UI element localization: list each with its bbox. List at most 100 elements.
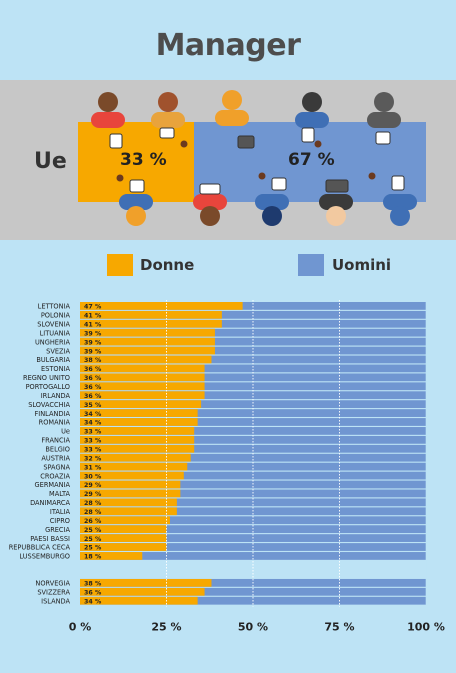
data-label: 41 %	[84, 313, 102, 320]
bar-row: ROMANIA 34 %	[39, 418, 426, 427]
data-label: 36 %	[84, 393, 102, 400]
legend-label-uomini: Uomini	[332, 256, 392, 274]
bar-segment-uomini	[80, 382, 426, 391]
person-shoulders-icon	[215, 110, 249, 126]
coffee-cup-icon	[180, 140, 188, 148]
data-label: 39 %	[84, 348, 102, 355]
person-icon	[367, 92, 401, 128]
document-icon	[199, 183, 221, 195]
person-icon	[91, 92, 125, 128]
category-label: SLOVACCHIA	[28, 401, 70, 409]
person-shoulders-icon	[367, 112, 401, 128]
data-label: 32 %	[84, 455, 102, 462]
data-label: 47 %	[84, 304, 102, 311]
document-icon	[271, 177, 287, 191]
bar-row: GERMANIA 29 %	[35, 480, 426, 489]
managers-illustration	[91, 90, 417, 226]
data-label: 29 %	[84, 482, 102, 489]
person-icon	[119, 194, 153, 226]
category-label: FINLANDIA	[35, 410, 71, 418]
category-label: AUSTRIA	[41, 454, 70, 462]
category-label: ITALIA	[50, 508, 71, 516]
category-label: LITUANIA	[40, 329, 71, 337]
bar-segment-uomini	[80, 373, 426, 382]
bar-row: CIPRO 26 %	[50, 516, 426, 525]
bar-segment-donne	[80, 435, 195, 444]
data-label: 18 %	[84, 554, 102, 561]
bar-segment-donne	[80, 498, 177, 507]
women-share-label: 33 %	[120, 150, 167, 170]
bar-segment-donne	[80, 355, 212, 364]
person-shoulders-icon	[319, 194, 353, 210]
category-label: FRANCIA	[41, 437, 70, 445]
data-label: 31 %	[84, 464, 102, 471]
data-label: 39 %	[84, 339, 102, 346]
bar-row: MALTA 29 %	[49, 489, 426, 498]
category-label: ROMANIA	[39, 419, 71, 427]
bar-segment-donne	[80, 534, 167, 542]
data-label: 25 %	[84, 536, 102, 543]
bar-segment-donne	[80, 382, 205, 391]
category-label: POLONIA	[41, 312, 71, 320]
bar-row: ESTONIA 36 %	[41, 364, 426, 373]
bar-segment-donne	[80, 364, 205, 373]
data-label: 34 %	[84, 420, 102, 427]
document-icon	[109, 133, 123, 149]
data-label: 33 %	[84, 446, 102, 453]
bar-row: SVIZZERA 36 %	[37, 587, 426, 597]
bar-segment-uomini	[80, 346, 426, 355]
category-label: LETTONIA	[38, 303, 71, 311]
bar-row: FINLANDIA 34 %	[35, 409, 426, 418]
region-label: Ue	[34, 149, 67, 174]
bar-row: ITALIA 28 %	[50, 507, 426, 516]
bar-row: LETTONIA 47 %	[38, 302, 426, 311]
bar-row: SVEZIA 39 %	[46, 346, 426, 355]
data-label: 25 %	[84, 545, 102, 552]
bar-segment-donne	[80, 302, 243, 310]
bar-row: BELGIO 33 %	[45, 444, 426, 453]
bar-segment-uomini	[80, 391, 426, 400]
person-head-icon	[374, 92, 394, 112]
person-shoulders-icon	[193, 194, 227, 210]
bar-segment-donne	[80, 444, 195, 453]
bar-segment-uomini	[80, 435, 426, 444]
category-label: MALTA	[49, 490, 70, 498]
document-icon	[391, 175, 405, 191]
data-label: 33 %	[84, 429, 102, 436]
bar-row: IRLANDA 36 %	[41, 391, 426, 400]
category-label: NORVEGIA	[35, 580, 70, 588]
legend-swatch-donne	[107, 254, 133, 276]
document-icon	[375, 131, 391, 145]
category-label: PAESI BASSI	[30, 535, 70, 543]
bar-row: REPUBBLICA CECA 25 %	[9, 543, 426, 552]
data-label: 28 %	[84, 509, 102, 516]
category-label: CROAZIA	[40, 472, 70, 480]
person-head-icon	[200, 206, 220, 226]
page-title: Manager	[155, 28, 301, 63]
bar-segment-donne	[80, 319, 222, 328]
x-tick-label: 75 %	[324, 621, 354, 634]
data-label: 30 %	[84, 473, 102, 480]
bar-segment-donne	[80, 596, 198, 605]
bar-row: BULGARIA 38 %	[36, 355, 426, 364]
legend-swatch-uomini	[298, 254, 324, 276]
bar-segment-donne	[80, 552, 143, 560]
category-label: GERMANIA	[35, 481, 71, 489]
person-icon	[319, 194, 353, 226]
person-icon	[215, 90, 249, 126]
bar-row: PAESI BASSI 25 %	[30, 534, 426, 543]
bar-segment-donne	[80, 489, 181, 498]
person-head-icon	[262, 206, 282, 226]
document-icon	[159, 127, 175, 139]
data-label: 25 %	[84, 527, 102, 534]
category-label: REGNO UNITO	[23, 374, 70, 382]
category-label: DANIMARCA	[30, 499, 70, 507]
data-label: 26 %	[84, 518, 102, 525]
person-shoulders-icon	[383, 194, 417, 210]
bar-segment-uomini	[80, 418, 426, 426]
person-icon	[193, 194, 227, 226]
person-head-icon	[222, 90, 242, 110]
data-label: 36 %	[84, 375, 102, 382]
category-label: BELGIO	[45, 445, 70, 453]
